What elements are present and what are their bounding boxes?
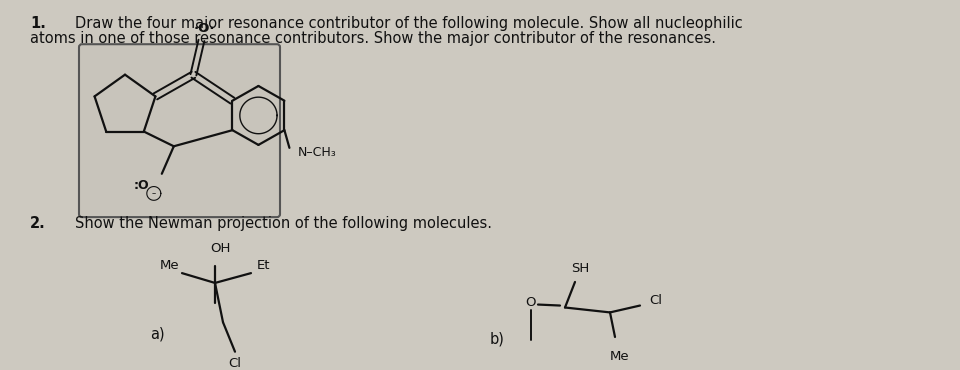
Text: :O: :O	[134, 179, 150, 192]
Text: Et: Et	[256, 259, 270, 272]
Text: SH: SH	[571, 262, 589, 275]
Text: Cl: Cl	[650, 294, 662, 307]
Text: a): a)	[150, 327, 164, 342]
Text: –: –	[152, 189, 156, 198]
Text: Show the Newman projection of the following molecules.: Show the Newman projection of the follow…	[75, 216, 492, 231]
Text: b): b)	[490, 332, 505, 346]
Text: atoms in one of those resonance contributors. Show the major contributor of the : atoms in one of those resonance contribu…	[30, 31, 716, 47]
Text: Draw the four major resonance contributor of the following molecule. Show all nu: Draw the four major resonance contributo…	[75, 16, 743, 31]
Text: N–CH₃: N–CH₃	[298, 146, 337, 159]
Text: O: O	[525, 296, 536, 309]
Text: Cl: Cl	[228, 357, 242, 370]
Text: 2.: 2.	[30, 216, 46, 231]
Text: ·O·: ·O·	[194, 22, 215, 35]
Text: Me: Me	[160, 259, 180, 272]
Text: Me: Me	[611, 350, 630, 363]
Text: 1.: 1.	[30, 16, 46, 31]
FancyBboxPatch shape	[79, 44, 280, 217]
Text: OH: OH	[210, 242, 230, 255]
